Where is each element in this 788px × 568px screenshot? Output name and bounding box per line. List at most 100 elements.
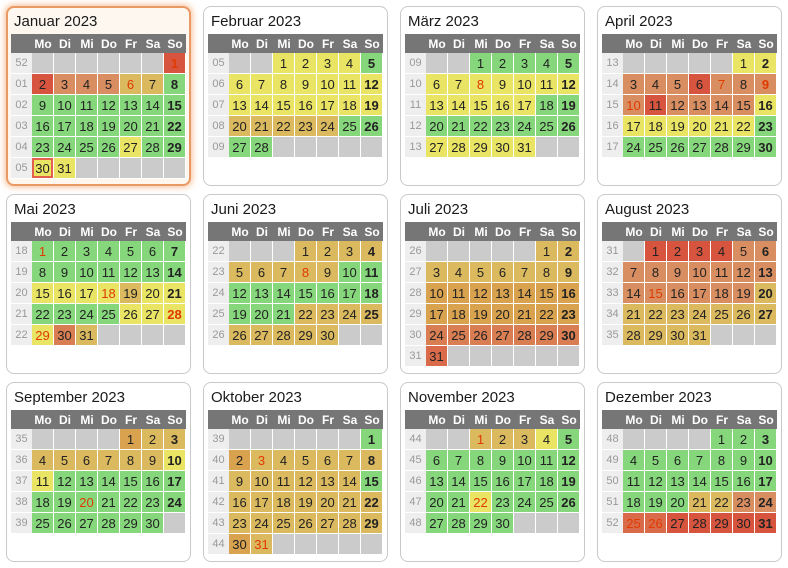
day-cell[interactable]: 25 [76,137,98,158]
day-cell[interactable]: 8 [273,74,295,95]
day-cell[interactable]: 27 [76,513,98,534]
day-cell[interactable]: 18 [98,283,120,304]
day-cell[interactable]: 20 [426,492,448,513]
day-cell[interactable]: 4 [623,450,645,471]
day-cell[interactable]: 6 [142,241,164,262]
day-cell[interactable]: 20 [317,492,339,513]
day-cell[interactable]: 29 [733,137,755,158]
day-cell[interactable]: 13 [426,471,448,492]
day-cell[interactable]: 1 [645,241,667,262]
day-cell[interactable]: 17 [514,95,536,116]
day-cell[interactable]: 27 [251,325,273,346]
day-cell[interactable]: 7 [273,262,295,283]
day-cell[interactable]: 3 [514,429,536,450]
day-cell[interactable]: 21 [164,283,186,304]
day-cell[interactable]: 14 [514,283,536,304]
day-cell[interactable]: 18 [76,116,98,137]
day-cell[interactable]: 4 [536,429,558,450]
day-cell[interactable]: 20 [229,116,251,137]
day-cell[interactable]: 18 [536,95,558,116]
day-cell[interactable]: 26 [470,325,492,346]
day-cell[interactable]: 2 [755,53,777,74]
day-cell[interactable]: 5 [667,74,689,95]
day-cell[interactable]: 26 [558,116,580,137]
day-cell[interactable]: 9 [295,74,317,95]
day-cell[interactable]: 16 [733,471,755,492]
day-cell[interactable]: 11 [536,450,558,471]
day-cell[interactable]: 6 [120,74,142,95]
day-cell[interactable]: 2 [229,450,251,471]
day-cell[interactable]: 5 [470,262,492,283]
day-cell[interactable]: 3 [339,241,361,262]
day-cell[interactable]: 22 [273,116,295,137]
day-cell[interactable]: 22 [120,492,142,513]
day-cell[interactable]: 2 [492,53,514,74]
day-cell[interactable]: 30 [54,325,76,346]
day-cell[interactable]: 4 [273,450,295,471]
day-cell[interactable]: 19 [733,283,755,304]
day-cell[interactable]: 10 [426,283,448,304]
day-cell[interactable]: 23 [755,116,777,137]
day-cell[interactable]: 16 [32,116,54,137]
day-cell[interactable]: 21 [448,492,470,513]
day-cell[interactable]: 30 [667,325,689,346]
day-cell[interactable]: 23 [492,492,514,513]
day-cell[interactable]: 25 [98,304,120,325]
day-cell[interactable]: 20 [76,492,98,513]
day-cell[interactable]: 5 [361,53,383,74]
day-cell[interactable]: 29 [470,137,492,158]
day-cell[interactable]: 29 [295,325,317,346]
day-cell[interactable]: 11 [536,74,558,95]
day-cell[interactable]: 15 [361,471,383,492]
day-cell[interactable]: 7 [448,450,470,471]
day-cell[interactable]: 22 [645,304,667,325]
day-cell[interactable]: 19 [558,471,580,492]
day-cell[interactable]: 18 [623,492,645,513]
day-cell[interactable]: 11 [448,283,470,304]
day-cell[interactable]: 16 [229,492,251,513]
day-cell[interactable]: 9 [229,471,251,492]
day-cell[interactable]: 25 [361,304,383,325]
day-cell[interactable]: 14 [251,95,273,116]
day-cell[interactable]: 30 [755,137,777,158]
day-cell[interactable]: 25 [711,304,733,325]
day-cell[interactable]: 30 [733,513,755,534]
day-cell[interactable]: 2 [667,241,689,262]
day-cell[interactable]: 4 [645,74,667,95]
day-cell[interactable]: 22 [361,492,383,513]
day-cell[interactable]: 11 [76,95,98,116]
day-cell[interactable]: 18 [32,492,54,513]
day-cell[interactable]: 22 [470,492,492,513]
day-cell[interactable]: 9 [142,450,164,471]
day-cell[interactable]: 7 [142,74,164,95]
day-cell[interactable]: 26 [645,513,667,534]
day-cell[interactable]: 26 [120,304,142,325]
day-cell[interactable]: 13 [667,471,689,492]
day-cell[interactable]: 18 [361,283,383,304]
day-cell[interactable]: 10 [623,95,645,116]
day-cell[interactable]: 27 [492,325,514,346]
day-cell[interactable]: 19 [229,304,251,325]
day-cell[interactable]: 19 [98,116,120,137]
day-cell[interactable]: 19 [470,304,492,325]
day-cell[interactable]: 6 [317,450,339,471]
day-cell[interactable]: 2 [492,429,514,450]
day-cell[interactable]: 25 [32,513,54,534]
day-cell[interactable]: 27 [317,513,339,534]
day-cell[interactable]: 8 [733,74,755,95]
day-cell[interactable]: 29 [120,513,142,534]
day-cell[interactable]: 7 [623,262,645,283]
day-cell[interactable]: 7 [514,262,536,283]
day-cell[interactable]: 13 [755,262,777,283]
day-cell[interactable]: 3 [755,429,777,450]
day-cell[interactable]: 28 [164,304,186,325]
day-cell[interactable]: 18 [711,283,733,304]
day-cell[interactable]: 2 [32,74,54,95]
day-cell[interactable]: 2 [54,241,76,262]
day-cell[interactable]: 12 [98,95,120,116]
day-cell[interactable]: 11 [339,74,361,95]
day-cell[interactable]: 28 [273,325,295,346]
day-cell[interactable]: 15 [295,283,317,304]
day-cell[interactable]: 11 [711,262,733,283]
day-cell[interactable]: 17 [426,304,448,325]
